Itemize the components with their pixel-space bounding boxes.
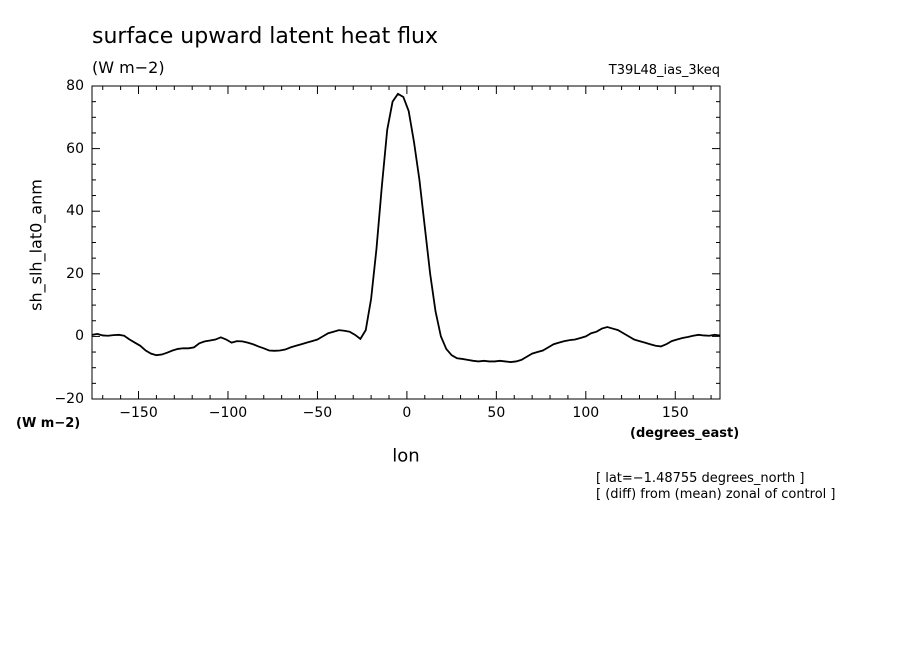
y-tick-label: 60 [66, 140, 84, 157]
annotation-latitude: [ lat=−1.48755 degrees_north ] [596, 471, 805, 486]
chart-title: surface upward latent heat flux [92, 24, 439, 49]
y-axis-label: sh_slh_lat0_anm [26, 179, 46, 311]
x-tick-label: −100 [208, 405, 248, 421]
chart-subtitle: (W m−2) [92, 58, 165, 77]
y-axis-units: (W m−2) [16, 416, 81, 431]
experiment-label: T39L48_ias_3keq [608, 63, 720, 78]
y-tick-label: 80 [66, 78, 84, 94]
x-axis-units: (degrees_east) [630, 426, 740, 441]
y-tick-label: −20 [54, 391, 84, 407]
x-tick-label: 100 [572, 405, 600, 421]
y-tick-label: 0 [75, 328, 84, 345]
x-tick-label: 0 [402, 405, 412, 421]
series-line [91, 92, 721, 363]
x-tick-label: 50 [487, 405, 506, 421]
y-tick-label: 20 [66, 265, 84, 282]
plot-frame [91, 85, 721, 400]
x-tick-label: 150 [661, 405, 689, 421]
x-tick-label: −150 [119, 405, 158, 421]
y-tick-label: 40 [66, 203, 84, 220]
annotation-diff: [ (diff) from (mean) zonal of control ] [596, 487, 836, 502]
x-tick-label: −50 [302, 405, 333, 421]
x-axis-label: lon [392, 445, 420, 467]
